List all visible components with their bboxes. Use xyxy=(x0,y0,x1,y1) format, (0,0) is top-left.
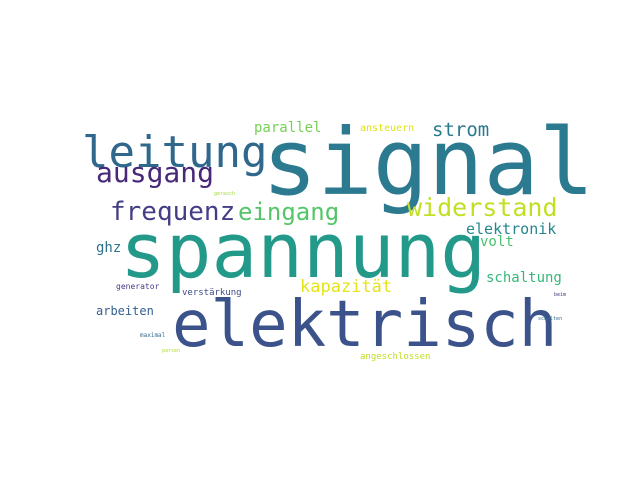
word-spannung: spannung xyxy=(120,206,487,295)
word-beim: beim xyxy=(554,292,567,298)
word-parsen: parsen xyxy=(162,348,181,354)
word-frequenz: frequenz xyxy=(110,197,236,227)
word-signal: signal xyxy=(262,109,595,216)
word-elektronik: elektronik xyxy=(466,220,557,238)
word-ghz: ghz xyxy=(96,240,122,256)
word-generator: generator xyxy=(116,282,160,291)
word-elektrisch: elektrisch xyxy=(172,288,558,362)
word-schaltung: schaltung xyxy=(486,270,562,286)
word-gerasch: gerasch xyxy=(214,191,236,197)
word-ansteuern: ansteuern xyxy=(360,123,415,134)
word-schalten: schalten xyxy=(538,316,563,322)
word-widerstand: widerstand xyxy=(407,193,558,222)
word-strom: strom xyxy=(432,119,490,141)
word-volt: volt xyxy=(480,234,514,250)
word-maximal: maximal xyxy=(140,332,166,339)
word-leitung: leitung xyxy=(82,127,268,178)
word-kapazitaet: kapazität xyxy=(300,277,393,297)
word-eingang: eingang xyxy=(238,198,340,226)
word-angeschlossen: angeschlossen xyxy=(360,352,431,362)
word-ausgang: ausgang xyxy=(96,156,215,189)
word-cloud: signal spannung elektrisch leitung ausga… xyxy=(80,115,594,365)
word-parallel: parallel xyxy=(254,120,322,136)
word-verstaerkung: verstärkung xyxy=(182,288,242,298)
word-arbeiten: arbeiten xyxy=(96,304,154,318)
